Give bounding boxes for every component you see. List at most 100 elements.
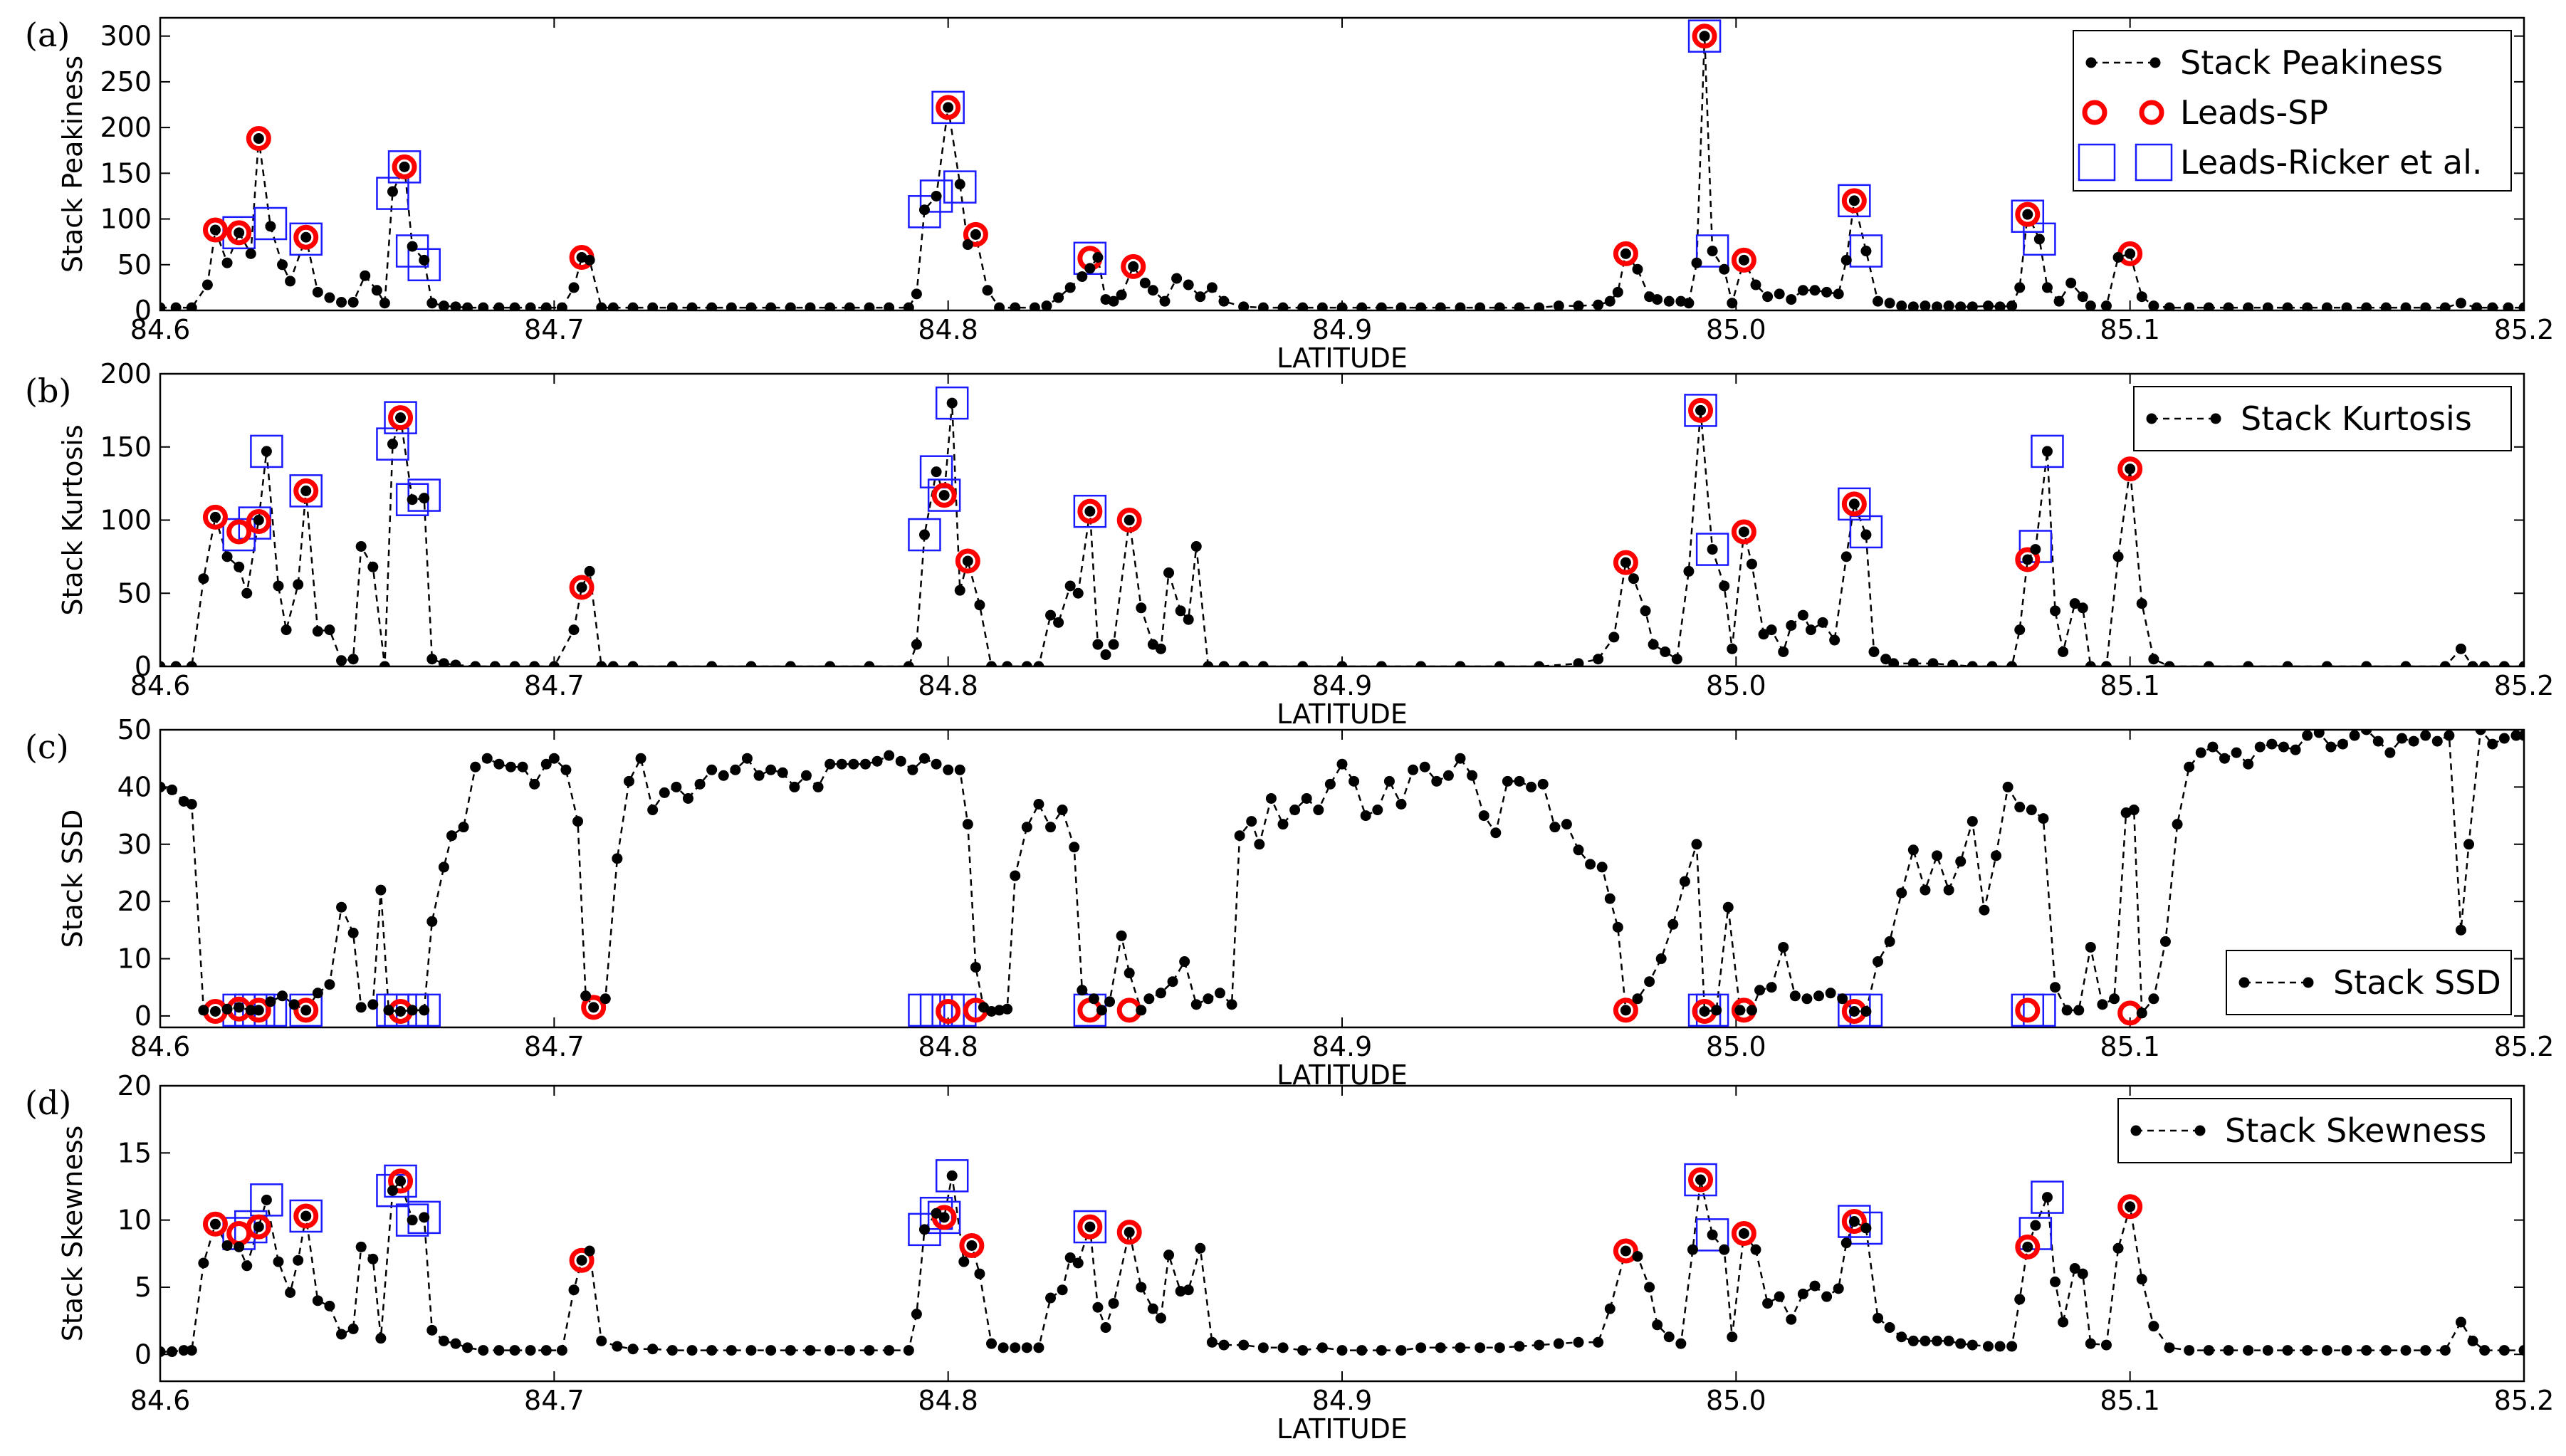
data-point — [836, 758, 847, 770]
data-point — [844, 302, 855, 310]
data-point — [1455, 753, 1466, 764]
data-point — [2420, 730, 2431, 741]
data-point — [1072, 1257, 1084, 1269]
legend-sp-swatch — [2082, 100, 2107, 125]
data-point — [2164, 661, 2175, 666]
data-point — [1072, 587, 1084, 599]
data-point — [2380, 1345, 2392, 1356]
data-point — [1147, 639, 1158, 650]
data-point — [1840, 551, 1852, 562]
data-point — [1002, 1003, 1013, 1015]
lead-sp-marker — [963, 221, 988, 247]
data-point — [1226, 999, 1237, 1010]
data-point — [167, 1346, 178, 1357]
data-point — [355, 540, 367, 552]
data-point — [253, 1005, 264, 1016]
data-point — [1888, 658, 1900, 666]
lead-sp-marker — [936, 998, 961, 1024]
lead-ricker-marker — [943, 993, 977, 1027]
data-point — [2085, 300, 2096, 310]
data-point — [1395, 799, 1407, 810]
lead-sp-marker — [931, 483, 957, 508]
data-point — [1640, 605, 1651, 617]
legend-box — [2133, 386, 2512, 451]
y-tick-label: 250 — [100, 66, 152, 98]
data-point — [1257, 302, 1269, 310]
data-point — [2006, 661, 2018, 666]
data-point — [647, 1344, 659, 1355]
series-line — [160, 402, 2524, 666]
x-tick-label: 84.8 — [918, 314, 978, 345]
data-point — [1257, 661, 1269, 666]
data-point — [387, 186, 398, 197]
lead-sp-marker — [246, 126, 271, 152]
data-point — [1147, 1303, 1158, 1314]
lead-sp-marker — [293, 478, 319, 503]
lead-ricker-marker — [935, 1159, 969, 1193]
data-point — [647, 302, 659, 310]
data-point — [1873, 295, 1884, 307]
data-point — [1860, 246, 1872, 257]
data-point — [1955, 856, 1967, 867]
x-axis-label: LATITUDE — [1277, 1413, 1408, 1445]
data-point — [1246, 816, 1257, 827]
data-point — [2148, 993, 2159, 1005]
lead-sp-marker — [1688, 1167, 1714, 1193]
data-point — [1490, 827, 1502, 839]
data-point — [2112, 1242, 2124, 1254]
data-point — [529, 661, 540, 666]
data-point — [1593, 1336, 1604, 1348]
data-point — [1750, 1244, 1761, 1255]
data-point — [1663, 1331, 1675, 1343]
data-point — [2041, 1192, 2053, 1203]
data-point — [884, 750, 895, 761]
data-point — [2400, 302, 2411, 310]
data-point — [986, 1338, 997, 1349]
data-point — [265, 996, 276, 1007]
data-point — [478, 302, 489, 310]
data-point — [1667, 918, 1679, 930]
data-point — [1190, 540, 1202, 552]
y-tick-label: 40 — [117, 771, 152, 802]
lead-sp-marker — [1731, 1221, 1756, 1246]
data-point — [2112, 551, 2124, 562]
data-point — [785, 661, 796, 666]
data-point — [1727, 1331, 1738, 1343]
data-point — [1738, 254, 1749, 266]
lead-ricker-marker — [927, 1200, 961, 1235]
data-point — [1927, 658, 1939, 666]
lead-ricker-marker — [1684, 394, 1717, 427]
data-point — [379, 298, 390, 309]
data-point — [1238, 1339, 1250, 1351]
x-tick-label: 84.6 — [130, 314, 191, 345]
lead-sp-marker — [1692, 23, 1717, 49]
data-point — [2136, 1274, 2147, 1285]
data-point — [706, 764, 718, 775]
data-point — [946, 397, 958, 409]
data-point — [481, 753, 493, 764]
lead-ricker-marker — [250, 434, 283, 468]
y-tick-label: 0 — [135, 295, 152, 326]
x-tick-label: 84.6 — [130, 1385, 191, 1416]
data-point — [1920, 300, 1931, 310]
data-point — [285, 1287, 296, 1298]
lead-sp-marker — [202, 504, 228, 530]
legend-sp-swatch — [2139, 100, 2164, 125]
data-point — [426, 654, 438, 665]
data-point — [2164, 1342, 2175, 1353]
lead-ricker-marker — [387, 150, 421, 184]
data-point — [1632, 263, 1643, 275]
data-point — [1907, 844, 1919, 856]
data-point — [2455, 643, 2466, 654]
data-point — [2384, 747, 2396, 758]
y-axis-label: Stack Skewness — [57, 1126, 88, 1342]
data-point — [2022, 1241, 2033, 1252]
legend-dot-swatch — [2146, 413, 2157, 424]
data-point — [2148, 1321, 2159, 1332]
data-point — [1549, 822, 1561, 833]
data-point — [666, 661, 678, 666]
data-point — [1825, 988, 1836, 999]
data-point — [300, 231, 312, 243]
data-point — [903, 302, 914, 310]
data-point — [383, 1005, 394, 1016]
